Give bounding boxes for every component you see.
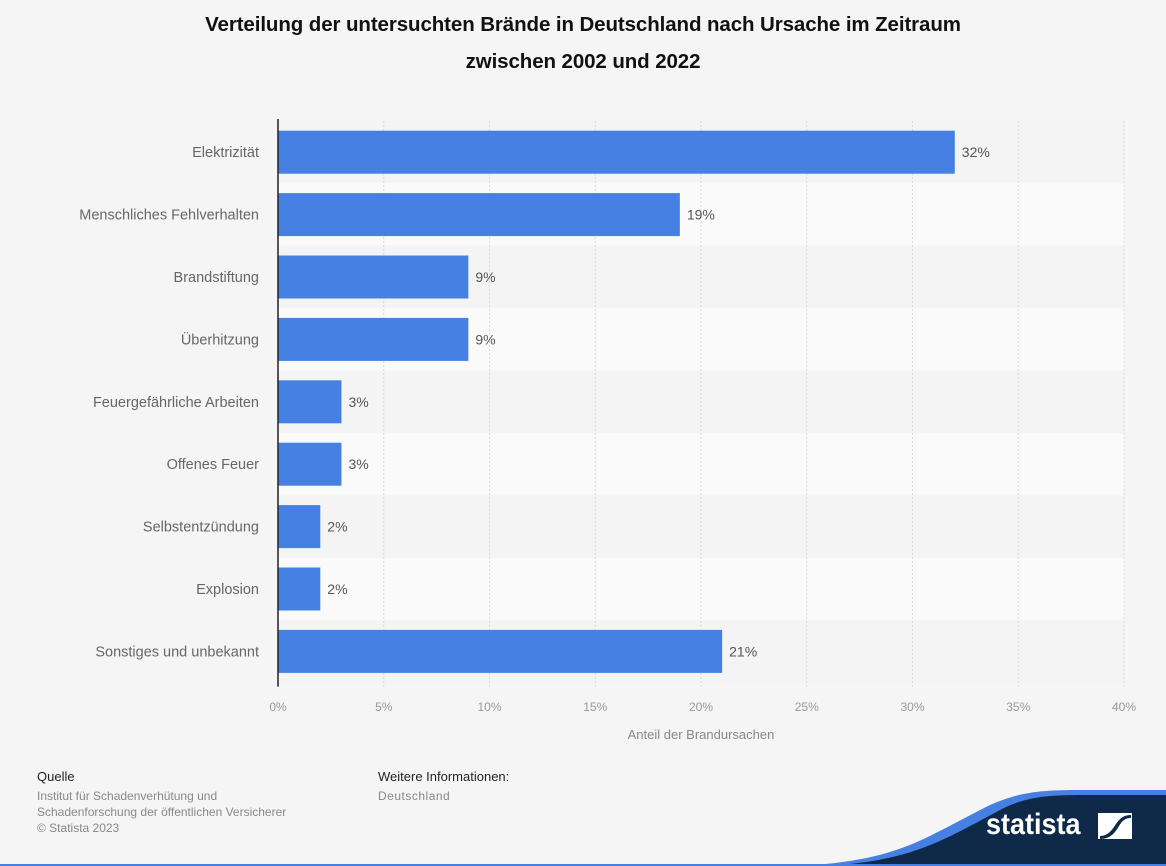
x-tick-label: 40% — [1112, 700, 1136, 714]
bars — [278, 130, 955, 673]
category-label: Sonstiges und unbekannt — [95, 644, 259, 660]
x-tick-labels: 0% 5% 10% 15% 20% 25% 30% 35% 40% — [269, 700, 1136, 714]
statista-logo-icon — [1098, 813, 1132, 839]
chart-title: Verteilung der untersuchten Brände in De… — [0, 6, 1166, 80]
bar-value-label: 2% — [327, 581, 347, 597]
chart-title-line-2: zwischen 2002 und 2022 — [465, 50, 701, 73]
bar-value-label: 21% — [729, 643, 757, 659]
category-label: Selbstentzündung — [143, 520, 259, 536]
category-label: Brandstiftung — [174, 270, 259, 286]
bar[interactable] — [278, 255, 469, 299]
bar-value-label: 3% — [348, 456, 368, 472]
category-label: Elektrizität — [192, 145, 259, 161]
statista-logo-text[interactable]: statista — [986, 808, 1081, 841]
category-label: Feuergefährliche Arbeiten — [93, 395, 259, 411]
wave-navy — [820, 795, 1166, 866]
bar-value-label: 9% — [475, 331, 495, 347]
x-tick-label: 20% — [689, 700, 713, 714]
bar-value-label: 9% — [475, 269, 495, 285]
x-tick-label: 25% — [795, 700, 819, 714]
bar-value-label: 32% — [962, 144, 990, 160]
x-tick-label: 10% — [477, 700, 501, 714]
bar-chart: 32% 19% 9% 9% 3% 3% 2% 2% 21% Elektrizität Mensch… — [79, 119, 1136, 742]
bar-value-label: 2% — [327, 519, 347, 535]
copyright: © Statista 2023 — [37, 821, 120, 835]
x-tick-label: 15% — [583, 700, 607, 714]
x-axis-label: Anteil der Brandursachen — [628, 727, 775, 742]
category-label: Explosion — [196, 582, 259, 598]
category-label: Menschliches Fehlverhalten — [79, 208, 259, 224]
x-tick-label: 30% — [900, 700, 924, 714]
source-text: Institut für Schadenverhütung und Schade… — [37, 788, 286, 836]
value-labels: 32% 19% 9% 9% 3% 3% 2% 2% 21% — [327, 144, 990, 659]
more-info-text[interactable]: Deutschland — [378, 789, 451, 803]
bar-value-label: 19% — [687, 207, 715, 223]
source-line-1: Institut für Schadenverhütung und — [37, 789, 218, 803]
more-info-label: Weitere Informationen: — [378, 769, 510, 784]
bar[interactable] — [278, 193, 680, 237]
bar[interactable] — [278, 442, 342, 486]
bar[interactable] — [278, 317, 469, 361]
bar[interactable] — [278, 505, 321, 549]
category-labels: Elektrizität Menschliches Fehlverhalten Br… — [79, 145, 259, 660]
bar-value-label: 3% — [348, 394, 368, 410]
chart-title-line-1: Verteilung der untersuchten Brände in De… — [205, 13, 961, 36]
source-label: Quelle — [37, 769, 75, 784]
bar[interactable] — [278, 567, 321, 611]
category-label: Überhitzung — [181, 330, 259, 348]
source-line-2: Schadenforschung der öffentlichen Versic… — [37, 805, 287, 819]
x-tick-label: 0% — [269, 700, 287, 714]
category-label: Offenes Feuer — [167, 457, 260, 473]
x-tick-label: 35% — [1006, 700, 1030, 714]
bar[interactable] — [278, 629, 723, 673]
bar[interactable] — [278, 380, 342, 424]
bar[interactable] — [278, 130, 955, 174]
x-tick-label: 5% — [375, 700, 393, 714]
